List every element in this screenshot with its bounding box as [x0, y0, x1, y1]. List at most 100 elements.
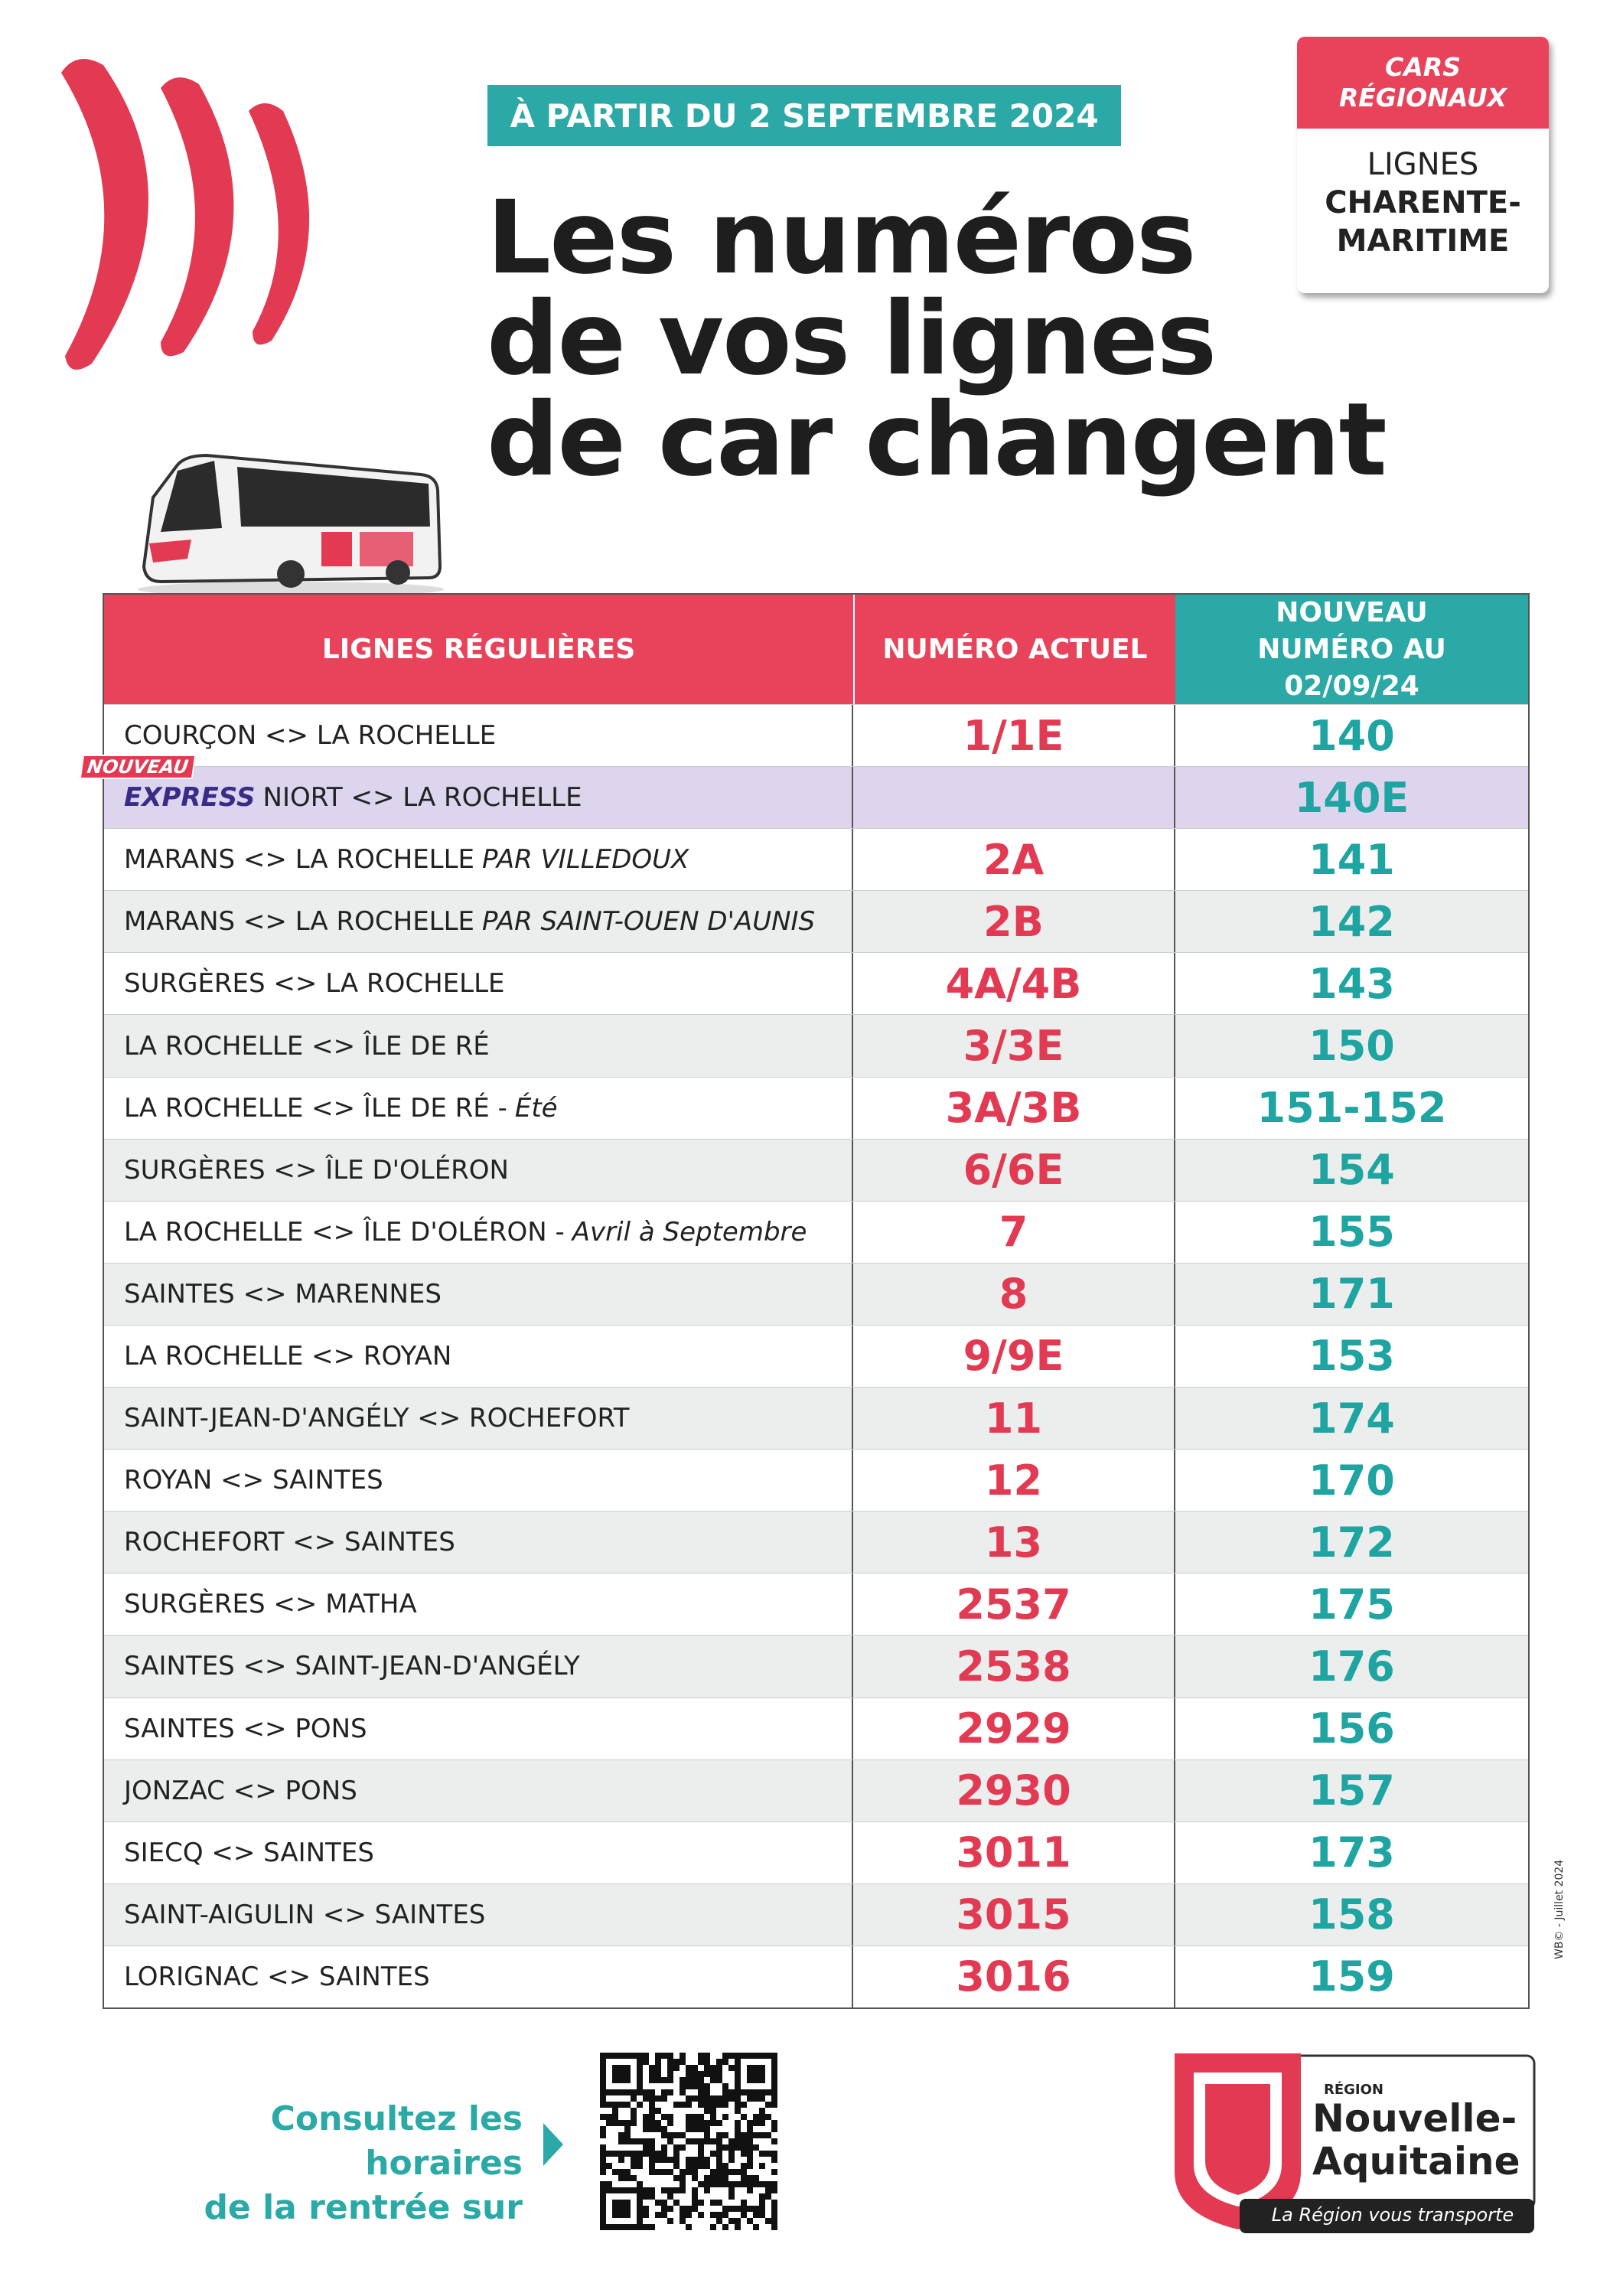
credit: WB© - Juillet 2024 — [1553, 1859, 1566, 1959]
consult-text: Consultez les horaires de la rentrée sur — [109, 2097, 523, 2230]
qr-module — [698, 2138, 704, 2144]
qr-module — [667, 2071, 673, 2077]
qr-module — [686, 2206, 692, 2212]
qr-module — [698, 2089, 704, 2095]
qr-module — [631, 2114, 637, 2120]
qr-module — [747, 2175, 753, 2181]
qr-module — [710, 2169, 716, 2175]
new-number: 171 — [1309, 1270, 1395, 1319]
qr-module — [655, 2065, 661, 2071]
qr-module — [667, 2193, 673, 2200]
qr-module — [692, 2193, 698, 2200]
qr-module — [759, 2163, 765, 2169]
qr-module — [771, 2212, 777, 2218]
qr-module — [710, 2095, 716, 2102]
new-number: 175 — [1309, 1580, 1395, 1629]
logo-frame — [1175, 2053, 1536, 2233]
header-cell: NOUVEAU NUMÉRO AU 02/09/24 — [1175, 595, 1528, 704]
qr-module — [661, 2126, 667, 2132]
qr-module — [661, 2077, 667, 2083]
route-name: MARANS <> LA ROCHELLE — [124, 844, 475, 876]
qr-module — [741, 2206, 747, 2212]
qr-module — [631, 2151, 637, 2157]
current-number: 2929 — [853, 1698, 1175, 1760]
route-name: ROYAN <> SAINTES — [124, 1465, 383, 1496]
new-number: 140E — [1294, 773, 1410, 822]
qr-module — [747, 2187, 753, 2193]
qr-module — [673, 2163, 680, 2169]
qr-module — [673, 2132, 680, 2138]
qr-module — [692, 2138, 698, 2144]
qr-module — [612, 2151, 618, 2157]
qr-module — [716, 2212, 722, 2218]
table-row: SAINTES <> SAINT-JEAN-D'ANGÉLY 2538 176 — [104, 1635, 1528, 1698]
qr-module — [649, 2108, 655, 2114]
qr-module — [704, 2065, 710, 2071]
current-number: 1/1E — [853, 705, 1175, 767]
consult-line: Consultez les horaires — [270, 2099, 523, 2183]
table-row: SAINTES <> MARENNES 8 171 — [104, 1262, 1528, 1325]
table-row: SURGÈRES <> ÎLE D'OLÉRON 6/6E 154 — [104, 1138, 1528, 1201]
qr-module — [692, 2200, 698, 2206]
qr-module — [661, 2095, 667, 2102]
qr-module — [667, 2187, 673, 2193]
new-tag: NOUVEAU — [79, 755, 197, 780]
qr-module — [704, 2163, 710, 2169]
table-row: LORIGNAC <> SAINTES 3016 159 — [104, 1945, 1528, 2007]
qr-module — [661, 2144, 667, 2151]
qr-module — [680, 2206, 686, 2212]
qr-module — [704, 2120, 710, 2126]
qr-module — [771, 2224, 777, 2230]
qr-module — [661, 2187, 667, 2193]
qr-module — [710, 2071, 716, 2077]
qr-module — [680, 2218, 686, 2224]
qr-code[interactable] — [600, 2053, 777, 2233]
qr-module — [698, 2120, 704, 2126]
qr-module — [716, 2169, 722, 2175]
qr-module — [698, 2151, 704, 2157]
qr-module — [667, 2053, 673, 2059]
qr-module — [759, 2108, 765, 2114]
qr-module — [716, 2071, 722, 2077]
qr-module — [753, 2224, 759, 2230]
qr-module — [686, 2065, 692, 2071]
qr-module — [698, 2181, 704, 2187]
qr-module — [686, 2102, 692, 2108]
current-number: 13 — [853, 1512, 1175, 1574]
table-row: COURÇON <> LA ROCHELLE 1/1E 140 — [104, 704, 1528, 767]
qr-module — [771, 2102, 777, 2108]
qr-module — [716, 2120, 722, 2126]
qr-module — [600, 2157, 606, 2163]
table-row: LA ROCHELLE <> ÎLE DE RÉ 3/3E 150 — [104, 1014, 1528, 1077]
qr-module — [728, 2138, 735, 2144]
qr-module — [631, 2175, 637, 2181]
qr-module — [704, 2108, 710, 2114]
route-name: LA ROCHELLE <> ÎLE DE RÉ - — [124, 1092, 507, 1124]
qr-module — [618, 2132, 624, 2138]
qr-module — [722, 2095, 728, 2102]
qr-module — [631, 2120, 637, 2126]
qr-module — [747, 2120, 753, 2126]
bus-illustration — [138, 453, 444, 597]
qr-module — [716, 2181, 722, 2187]
new-number: 157 — [1309, 1766, 1395, 1815]
brand-arcs — [61, 59, 310, 370]
qr-module — [692, 2126, 698, 2132]
logo-name-line: Nouvelle- — [1312, 2096, 1517, 2141]
qr-module — [680, 2053, 686, 2059]
qr-module — [722, 2102, 728, 2108]
qr-module — [710, 2102, 716, 2108]
title: Les numéros de vos lignes de car changen… — [487, 188, 1387, 491]
qr-module — [643, 2138, 649, 2144]
qr-module — [667, 2065, 673, 2071]
qr-module — [655, 2071, 661, 2077]
qr-module — [692, 2065, 698, 2071]
qr-module — [637, 2157, 643, 2163]
qr-module — [667, 2157, 673, 2163]
qr-module — [710, 2175, 716, 2181]
qr-module — [735, 2108, 741, 2114]
current-number: 2B — [853, 891, 1175, 953]
qr-module — [649, 2138, 655, 2144]
qr-module — [686, 2169, 692, 2175]
qr-module — [673, 2175, 680, 2181]
